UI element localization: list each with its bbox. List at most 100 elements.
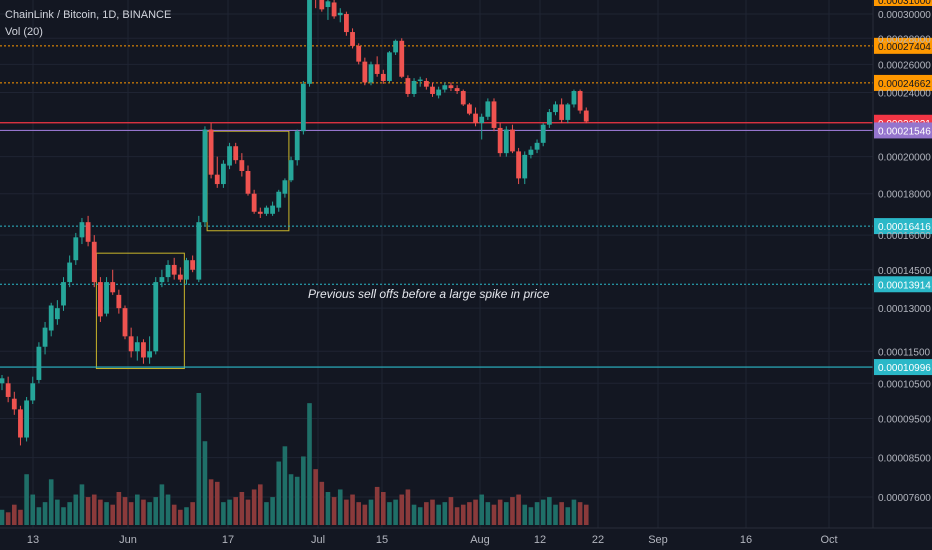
candle-body xyxy=(159,277,165,283)
volume-bar xyxy=(233,497,238,525)
candle-body xyxy=(270,205,275,214)
y-tick-label: 0.00028000 xyxy=(878,34,931,45)
volume-bar xyxy=(61,507,66,525)
candle-body xyxy=(350,32,355,46)
volume-bar xyxy=(442,502,448,525)
candle-body xyxy=(540,124,546,143)
x-tick-label: 22 xyxy=(592,534,604,546)
volume-bar xyxy=(479,494,484,525)
volume-bar xyxy=(553,504,558,525)
candle-body xyxy=(264,207,269,214)
volume-bar xyxy=(454,507,460,525)
candle-body xyxy=(67,262,73,283)
volume-bar xyxy=(411,504,417,525)
volume-bar xyxy=(559,502,564,525)
candle-body xyxy=(510,129,515,152)
gridlines xyxy=(0,0,873,528)
volume-bar xyxy=(577,502,583,525)
volume-bar xyxy=(202,441,208,525)
level-label-bg xyxy=(874,74,932,91)
horizontal-levels: 0.000274040.000246620.000220210.00021546… xyxy=(0,37,932,376)
volume-bar xyxy=(497,499,503,525)
candle-body xyxy=(36,346,42,380)
candle-body xyxy=(257,211,263,214)
volume-bar xyxy=(270,497,275,525)
level-label: 0.00016416 xyxy=(878,222,931,233)
level-label-bg xyxy=(874,359,932,376)
volume-bar xyxy=(319,481,325,525)
top-level-label-bg xyxy=(874,0,932,6)
candle-body xyxy=(460,91,466,105)
candle-body xyxy=(134,342,140,352)
volume-bar xyxy=(583,504,589,525)
candle-body xyxy=(300,83,306,132)
volume-bar xyxy=(18,509,23,525)
candle-body xyxy=(534,142,540,150)
candle-body xyxy=(503,129,509,154)
candle-body xyxy=(374,64,380,74)
volume-bar xyxy=(165,494,171,525)
volume-bar xyxy=(344,499,349,525)
volume-bar xyxy=(504,502,509,525)
level-label: 0.00010996 xyxy=(878,363,931,374)
candle-body xyxy=(85,222,91,242)
candle-body xyxy=(202,129,208,223)
candle-body xyxy=(153,282,159,352)
candle-body xyxy=(48,305,54,331)
volume-bar xyxy=(547,497,552,525)
volume-bar xyxy=(221,502,226,525)
volume-bar xyxy=(196,393,202,525)
volume-bar xyxy=(350,494,355,525)
x-tick-label: 15 xyxy=(376,534,388,546)
x-tick-label: Aug xyxy=(470,534,490,546)
y-tick-label: 0.00008500 xyxy=(878,454,931,465)
candle-body xyxy=(344,14,349,33)
candle-body xyxy=(467,104,472,114)
candle-body xyxy=(122,308,128,337)
candle-body xyxy=(276,191,282,208)
y-tick-label: 0.00007600 xyxy=(878,493,931,504)
candle-body xyxy=(417,79,423,81)
candle-body xyxy=(165,264,171,278)
volume-bar xyxy=(510,497,515,525)
candle-body xyxy=(239,160,245,171)
candle-body xyxy=(553,104,558,113)
volume-bar xyxy=(393,499,398,525)
volume-bar xyxy=(276,461,282,525)
candle-body xyxy=(104,282,109,314)
candle-body xyxy=(583,110,589,122)
x-tick-label: 13 xyxy=(27,534,39,546)
y-tick-label: 0.00011500 xyxy=(878,347,931,358)
candle-body xyxy=(405,78,411,94)
volume-bar xyxy=(184,507,189,525)
volume-bar xyxy=(104,502,109,525)
candle-body xyxy=(442,85,448,90)
volume-bar xyxy=(122,497,128,525)
volume-bar xyxy=(128,502,134,525)
y-tick-label: 0.00018000 xyxy=(878,190,931,201)
volume-bar xyxy=(258,484,263,525)
volume-bar xyxy=(42,502,48,525)
volume-bar xyxy=(251,489,257,525)
y-tick-label: 0.00020000 xyxy=(878,153,931,164)
candle-body xyxy=(430,86,435,94)
volume-bar xyxy=(282,446,288,525)
volume-bar xyxy=(374,486,380,525)
level-label: 0.00027404 xyxy=(878,42,931,53)
x-tick-label: 12 xyxy=(534,534,546,546)
volume-bar xyxy=(417,507,423,525)
candle-body xyxy=(485,101,491,117)
candle-body xyxy=(288,160,294,181)
volume-bar xyxy=(227,499,232,525)
candle-body xyxy=(0,378,5,384)
annotation-text: Previous sell offs before a large spike … xyxy=(308,287,550,301)
y-tick-label: 0.00010500 xyxy=(878,379,931,390)
candle-body xyxy=(190,260,196,270)
level-label: 0.00024662 xyxy=(878,79,931,90)
volume-bar xyxy=(110,504,115,525)
candle-body xyxy=(11,398,17,410)
volume-bar xyxy=(424,502,429,525)
price-axis: 0.00030000 0.00028000 0.00026000 0.00024000… xyxy=(874,0,932,504)
candle-body xyxy=(18,409,23,438)
